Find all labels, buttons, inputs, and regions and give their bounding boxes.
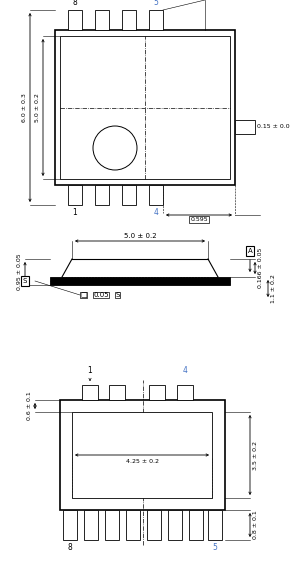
Bar [235,120,255,134]
Circle shape [93,126,137,170]
Text: 0.595: 0.595 [190,217,208,222]
Text: 1: 1 [88,366,93,375]
Bar [122,185,136,205]
Text: 8: 8 [68,543,72,552]
Bar [168,510,182,540]
Text: 0.6 ± 0.1: 0.6 ± 0.1 [27,391,32,420]
Text: 3.5 ± 0.2: 3.5 ± 0.2 [253,440,258,470]
Text: 0.95 ± 0.05: 0.95 ± 0.05 [17,254,22,290]
Text: S: S [23,278,27,284]
Bar [149,385,165,400]
Text: 0.8 ± 0.1: 0.8 ± 0.1 [253,511,258,540]
Bar [50,277,230,285]
Bar [149,10,163,30]
Bar [68,10,82,30]
Text: 6.0 ± 0.3: 6.0 ± 0.3 [22,93,27,122]
Text: 5: 5 [213,543,218,552]
Bar [105,510,119,540]
Bar [189,510,203,540]
Bar [68,185,82,205]
Bar [177,385,193,400]
Text: S: S [115,292,119,298]
Bar [109,385,125,400]
Bar [147,510,161,540]
Text: 5.0 ± 0.2: 5.0 ± 0.2 [35,93,40,122]
Bar [95,185,109,205]
Bar [60,400,225,510]
Text: 8: 8 [72,0,77,7]
Text: 0.166 ± 0.05: 0.166 ± 0.05 [258,248,263,288]
Bar [82,385,98,400]
Text: 0.05: 0.05 [93,292,109,298]
Text: 4.25 ± 0.2: 4.25 ± 0.2 [126,459,159,464]
Text: 5: 5 [154,0,158,7]
Text: 4: 4 [183,366,187,375]
Bar [149,185,163,205]
Text: 1: 1 [72,208,77,217]
Text: 0.15 ± 0.05: 0.15 ± 0.05 [257,125,290,130]
Bar [95,10,109,30]
Bar [55,30,235,185]
Bar [122,10,136,30]
Text: □: □ [80,292,87,298]
Bar [63,510,77,540]
Text: A: A [248,248,252,254]
Text: 1.1 ± 0.2: 1.1 ± 0.2 [271,274,276,303]
Bar [84,510,98,540]
Bar [60,36,230,179]
Bar [126,510,140,540]
Bar [72,412,212,498]
Text: 4: 4 [154,208,158,217]
Bar [208,510,222,540]
Text: 5.0 ± 0.2: 5.0 ± 0.2 [124,233,156,239]
